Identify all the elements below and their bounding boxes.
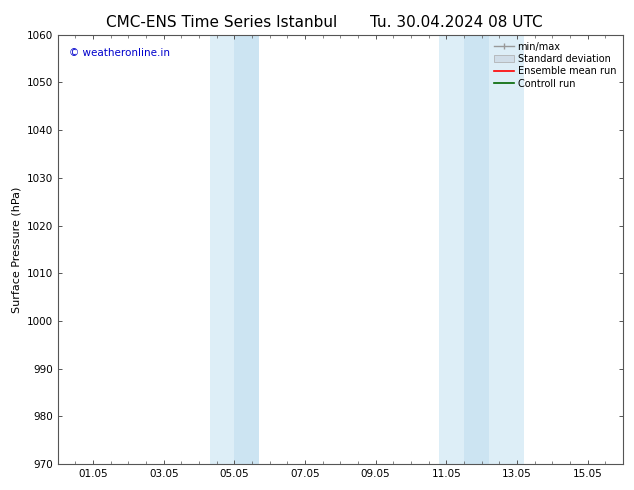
Bar <box>210 35 235 464</box>
Bar <box>235 35 259 464</box>
Bar <box>439 35 464 464</box>
Y-axis label: Surface Pressure (hPa): Surface Pressure (hPa) <box>11 186 21 313</box>
Bar <box>489 35 524 464</box>
Text: CMC-ENS Time Series Istanbul: CMC-ENS Time Series Istanbul <box>107 15 337 30</box>
Bar <box>464 35 489 464</box>
Text: Tu. 30.04.2024 08 UTC: Tu. 30.04.2024 08 UTC <box>370 15 543 30</box>
Legend: min/max, Standard deviation, Ensemble mean run, Controll run: min/max, Standard deviation, Ensemble me… <box>493 40 618 91</box>
Text: © weatheronline.in: © weatheronline.in <box>69 48 170 58</box>
